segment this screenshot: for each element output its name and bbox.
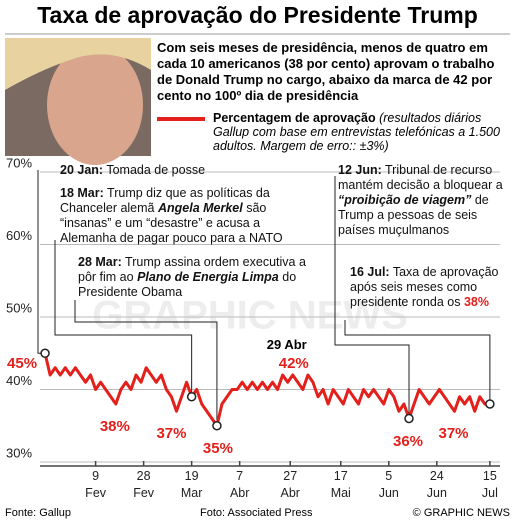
subtitle: Com seis meses de presidência, menos de …	[157, 40, 495, 103]
event-text: 20 Jan: Tomada de posse	[60, 163, 320, 178]
x-tick-label: 19 Mar	[180, 469, 203, 500]
event-text: 18 Mar: Trump diz que as políticas da Ch…	[60, 186, 310, 246]
event-text-part: do Presidente Obama	[78, 270, 297, 299]
event-date: 20 Jan:	[60, 163, 104, 177]
x-tick-label: 24 Jun	[426, 469, 447, 500]
x-tick-label: 9 Fev	[85, 469, 107, 500]
event-text-part: Angela Merkel	[157, 201, 243, 215]
y-tick-label: 30%	[6, 445, 32, 460]
photo-credit: Foto: Associated Press	[200, 507, 313, 519]
value-label: 42%	[278, 355, 309, 372]
x-tick-label: 27 Abr	[280, 469, 300, 500]
legend-note: (resultados diários Gallup com base em e…	[213, 111, 500, 153]
watermark: GRAPHIC NEWS	[92, 294, 408, 338]
y-tick-label: 60%	[6, 228, 32, 243]
value-label: 45%	[7, 355, 38, 373]
event-date: 12 Jun:	[338, 163, 382, 177]
event-text: 16 Jul: Taxa de aprovação após seis mese…	[350, 265, 510, 310]
event-text-part: 38%	[463, 295, 489, 309]
event-connector	[344, 320, 491, 404]
event-dot	[212, 421, 222, 431]
event-dot	[186, 392, 197, 402]
event-text: 28 Mar: Trump assina ordem executiva a p…	[78, 255, 323, 300]
event-text: 12 Jun: Tribunal de recurso mantém decis…	[338, 163, 510, 238]
event-connector	[74, 300, 218, 426]
value-label: 38%	[99, 418, 130, 435]
event-text-part: Tribunal de recurso mantém decisão a blo…	[338, 163, 503, 192]
event-date: 16 Jul:	[350, 265, 390, 279]
event-dot	[40, 348, 50, 358]
event-text-part: de Trump a pessoas de seis países muçulm…	[338, 193, 489, 237]
event-connector	[334, 176, 410, 419]
event-dot	[485, 399, 495, 409]
event-dot	[404, 413, 414, 424]
legend: Percentagem de aprovação (resultados diá…	[213, 111, 511, 153]
value-label: 35%	[202, 439, 233, 457]
x-tick-label: 15 Jul	[481, 469, 498, 500]
photo-face	[47, 45, 143, 165]
x-tick-label: 17 Mai	[330, 469, 351, 500]
chart-title: Taxa de aprovação do Presidente Trump	[37, 2, 478, 28]
event-text-part: são “insanas” e um “desastre” e acusa a …	[60, 201, 283, 245]
value-label: 36%	[393, 432, 424, 450]
legend-label: Percentagem de aprovação	[213, 111, 376, 125]
event-connector	[54, 240, 193, 397]
x-tick-label: 28 Fev	[133, 469, 155, 500]
x-tick-label: 7 Abr	[229, 469, 250, 500]
event-text-part: Taxa de aprovação após seis meses como p…	[350, 265, 499, 309]
event-text-part: Tomada de posse	[103, 163, 206, 177]
y-tick-label: 50%	[6, 300, 32, 315]
copyright: © GRAPHIC NEWS	[412, 507, 510, 519]
event-text-part: Plano de Energia Limpa	[137, 270, 279, 284]
photo-hair	[5, 38, 151, 90]
event-date: 28 Mar:	[78, 255, 122, 269]
y-tick-label: 40%	[6, 373, 32, 388]
event-text-part: “proibição de viagem”	[338, 193, 472, 207]
callout-date: 29 Abr	[266, 337, 307, 352]
x-tick-label: 5 Jun	[378, 469, 399, 500]
source: Fonte: Gallup	[5, 507, 72, 519]
event-text-part: Trump assina ordem executiva a pôr fim a…	[78, 255, 306, 284]
event-text-part: Trump diz que as políticas da Chanceler …	[60, 186, 270, 215]
y-tick-label: 70%	[6, 155, 32, 170]
series-line	[43, 352, 490, 428]
event-date: 18 Mar:	[60, 186, 104, 200]
value-label: 37%	[438, 425, 469, 443]
value-label: 37%	[156, 425, 187, 443]
